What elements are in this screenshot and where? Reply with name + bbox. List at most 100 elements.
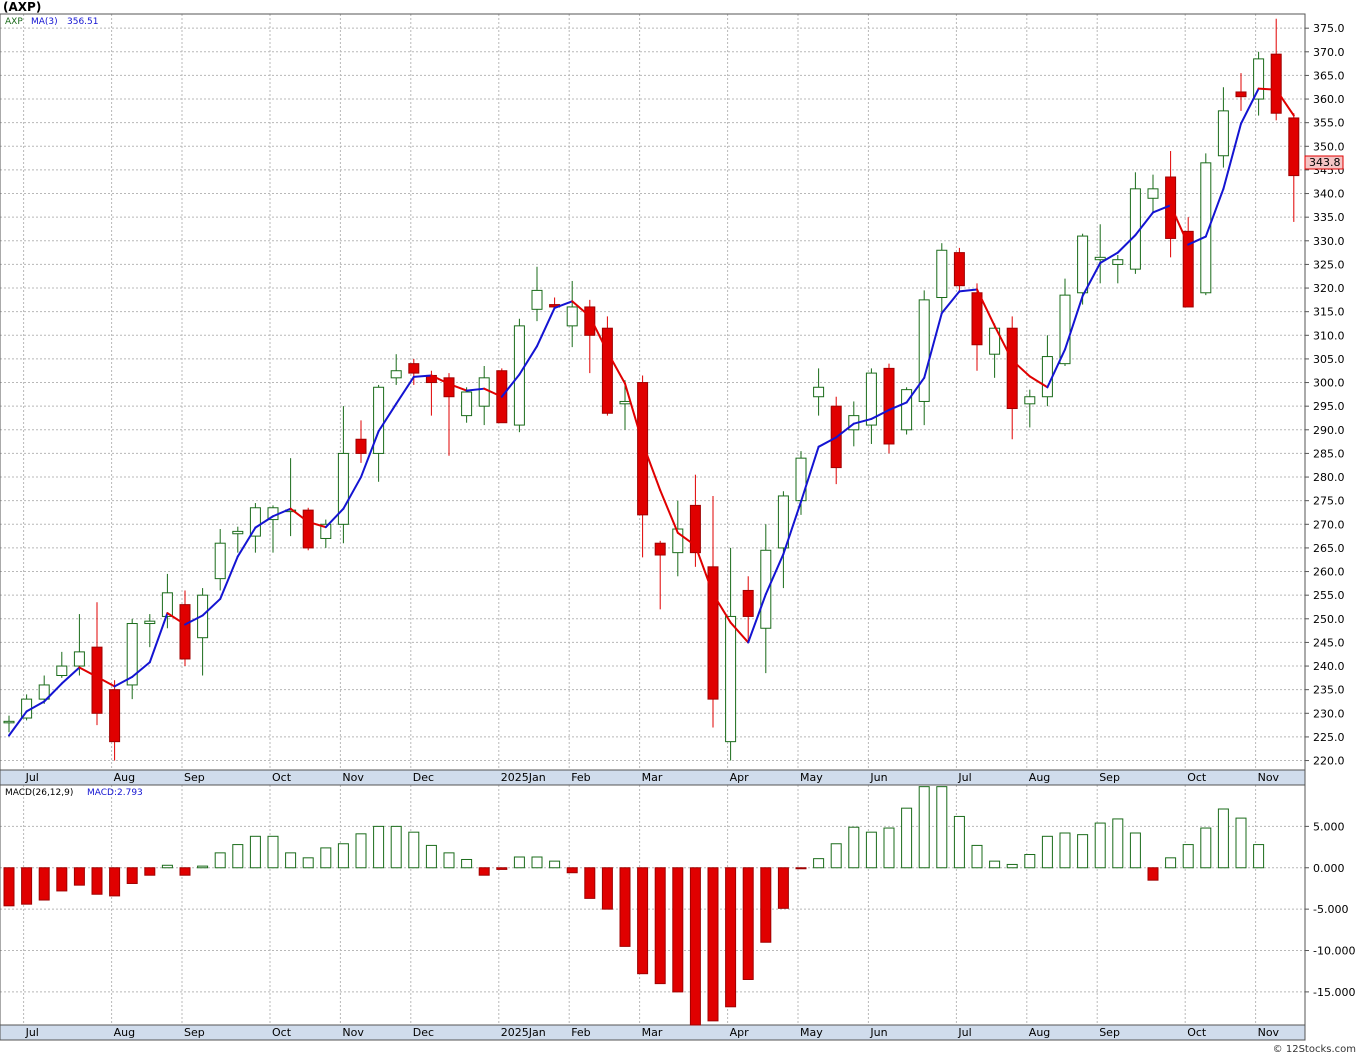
macd-x-tick-label: Aug [114, 1026, 135, 1039]
legend-symbol: AXP [5, 17, 23, 27]
ma3-segment [694, 544, 714, 595]
macd-y-tick-label: -5.000 [1313, 903, 1348, 916]
macd-bar-negative [689, 867, 701, 1026]
candle-body [337, 452, 349, 525]
candle-body [249, 507, 261, 537]
price-y-tick-label: 275.0 [1313, 495, 1345, 508]
candle-down [584, 299, 596, 374]
macd-legend-value: MACD:2.793 [87, 788, 143, 798]
price-y-tick-label: 325.0 [1313, 258, 1345, 271]
ma3-segment [606, 350, 626, 385]
ma3-segment [360, 430, 380, 479]
candle-up [1200, 153, 1212, 296]
candle-body [179, 604, 191, 660]
price-y-tick-label: 350.0 [1313, 140, 1345, 153]
ma3-segment [1169, 204, 1190, 246]
price-y-tick-label: 250.0 [1313, 613, 1345, 626]
macd-bar-negative [109, 867, 121, 897]
ma3-segment [272, 507, 292, 518]
macd-bar-negative [38, 867, 50, 901]
candle-body [56, 665, 68, 676]
candle-up [390, 354, 402, 385]
macd-x-tick-label: May [800, 1026, 823, 1039]
macd-legend-label: MACD(26,12,9) [5, 788, 73, 798]
macd-bar-positive [355, 833, 367, 869]
macd-y-axis: 5.000 0.000 -5.000 -10.000 -15.000 [1305, 820, 1355, 999]
ma3-segment [817, 436, 838, 448]
price-y-tick-label: 280.0 [1313, 471, 1345, 484]
candle-body [161, 592, 173, 617]
candle-up [901, 387, 913, 435]
macd-bar-negative [777, 867, 789, 909]
candle-up [1147, 174, 1159, 213]
price-x-tick-label: Jun [869, 771, 887, 784]
macd-y-tick-label: -10.000 [1313, 945, 1355, 958]
macd-bar-negative [601, 867, 613, 910]
macd-bar-positive [197, 865, 209, 869]
ma3-segment [430, 374, 450, 385]
price-y-tick-label: 290.0 [1313, 424, 1345, 437]
ma3-segment [254, 515, 274, 529]
ma3-segment [236, 526, 257, 558]
ma3-segment [342, 476, 362, 510]
macd-x-axis: Jul Aug Sep Oct Nov Dec 2025Jan Feb Mar Apr May Jun… [25, 1026, 1280, 1039]
legend-ma-value: 356.51 [67, 17, 99, 27]
ma3-segment [1257, 87, 1278, 91]
macd-bar-negative [73, 867, 85, 886]
candle-body [918, 299, 930, 402]
candle-up [1217, 87, 1229, 168]
last-price-value: 343.8 [1309, 156, 1341, 169]
candle-body [566, 306, 578, 327]
macd-x-tick-label: Sep [184, 1026, 205, 1039]
macd-bar-positive [425, 844, 437, 869]
candle-down [707, 495, 719, 728]
ma3-segment [588, 315, 609, 353]
candle-body [601, 327, 613, 414]
price-y-tick-label: 360.0 [1313, 93, 1345, 106]
candle-body [1270, 53, 1282, 114]
ma3-segment [96, 675, 116, 688]
candle-body [742, 589, 754, 617]
price-y-tick-label: 320.0 [1313, 282, 1345, 295]
price-x-tick-label: Sep [184, 771, 205, 784]
ma3-segment [1134, 211, 1154, 237]
price-legend: AXP MA(3) 356.51 [5, 17, 99, 27]
candle-body [813, 386, 825, 398]
ma3-segment [113, 675, 134, 688]
candle-up [672, 500, 684, 577]
candle-body [109, 689, 121, 743]
ma3-segment [659, 489, 679, 534]
macd-bar-positive [1024, 854, 1036, 869]
price-y-tick-label: 310.0 [1313, 329, 1345, 342]
macd-bar-positive [267, 835, 279, 869]
macd-bar-negative [760, 867, 772, 943]
price-y-tick-label: 375.0 [1313, 22, 1345, 35]
candle-body [390, 370, 402, 379]
candle-up [126, 618, 138, 700]
ma3-segment [676, 531, 697, 547]
price-y-tick-label: 245.0 [1313, 636, 1345, 649]
candle-up [38, 675, 50, 704]
candle-up [531, 266, 543, 322]
macd-x-tick-label: Sep [1099, 1026, 1120, 1039]
ma3-segment [782, 500, 802, 556]
macd-bar-negative [672, 867, 684, 993]
macd-bar-positive [1006, 863, 1018, 869]
candle-body [373, 386, 385, 454]
price-x-tick-label: Nov [1258, 771, 1280, 784]
candle-up [3, 715, 15, 733]
ma3-segment [976, 288, 996, 327]
candle-body [760, 549, 772, 629]
price-y-axis: 220.0 225.0 230.0 235.0 240.0 245.0 250.0 255.0… [1305, 22, 1345, 768]
macd-bar-negative [725, 867, 737, 1008]
macd-bar-negative [637, 867, 649, 975]
candle-up [725, 547, 737, 761]
candle-body [320, 523, 332, 539]
ma3-segment [764, 553, 785, 596]
ma3-segment [25, 700, 46, 713]
ma3-segment [184, 614, 204, 626]
candle-body [1059, 294, 1071, 365]
ma3-segment [500, 373, 521, 398]
price-y-tick-label: 230.0 [1313, 707, 1345, 720]
candle-down [355, 420, 367, 463]
